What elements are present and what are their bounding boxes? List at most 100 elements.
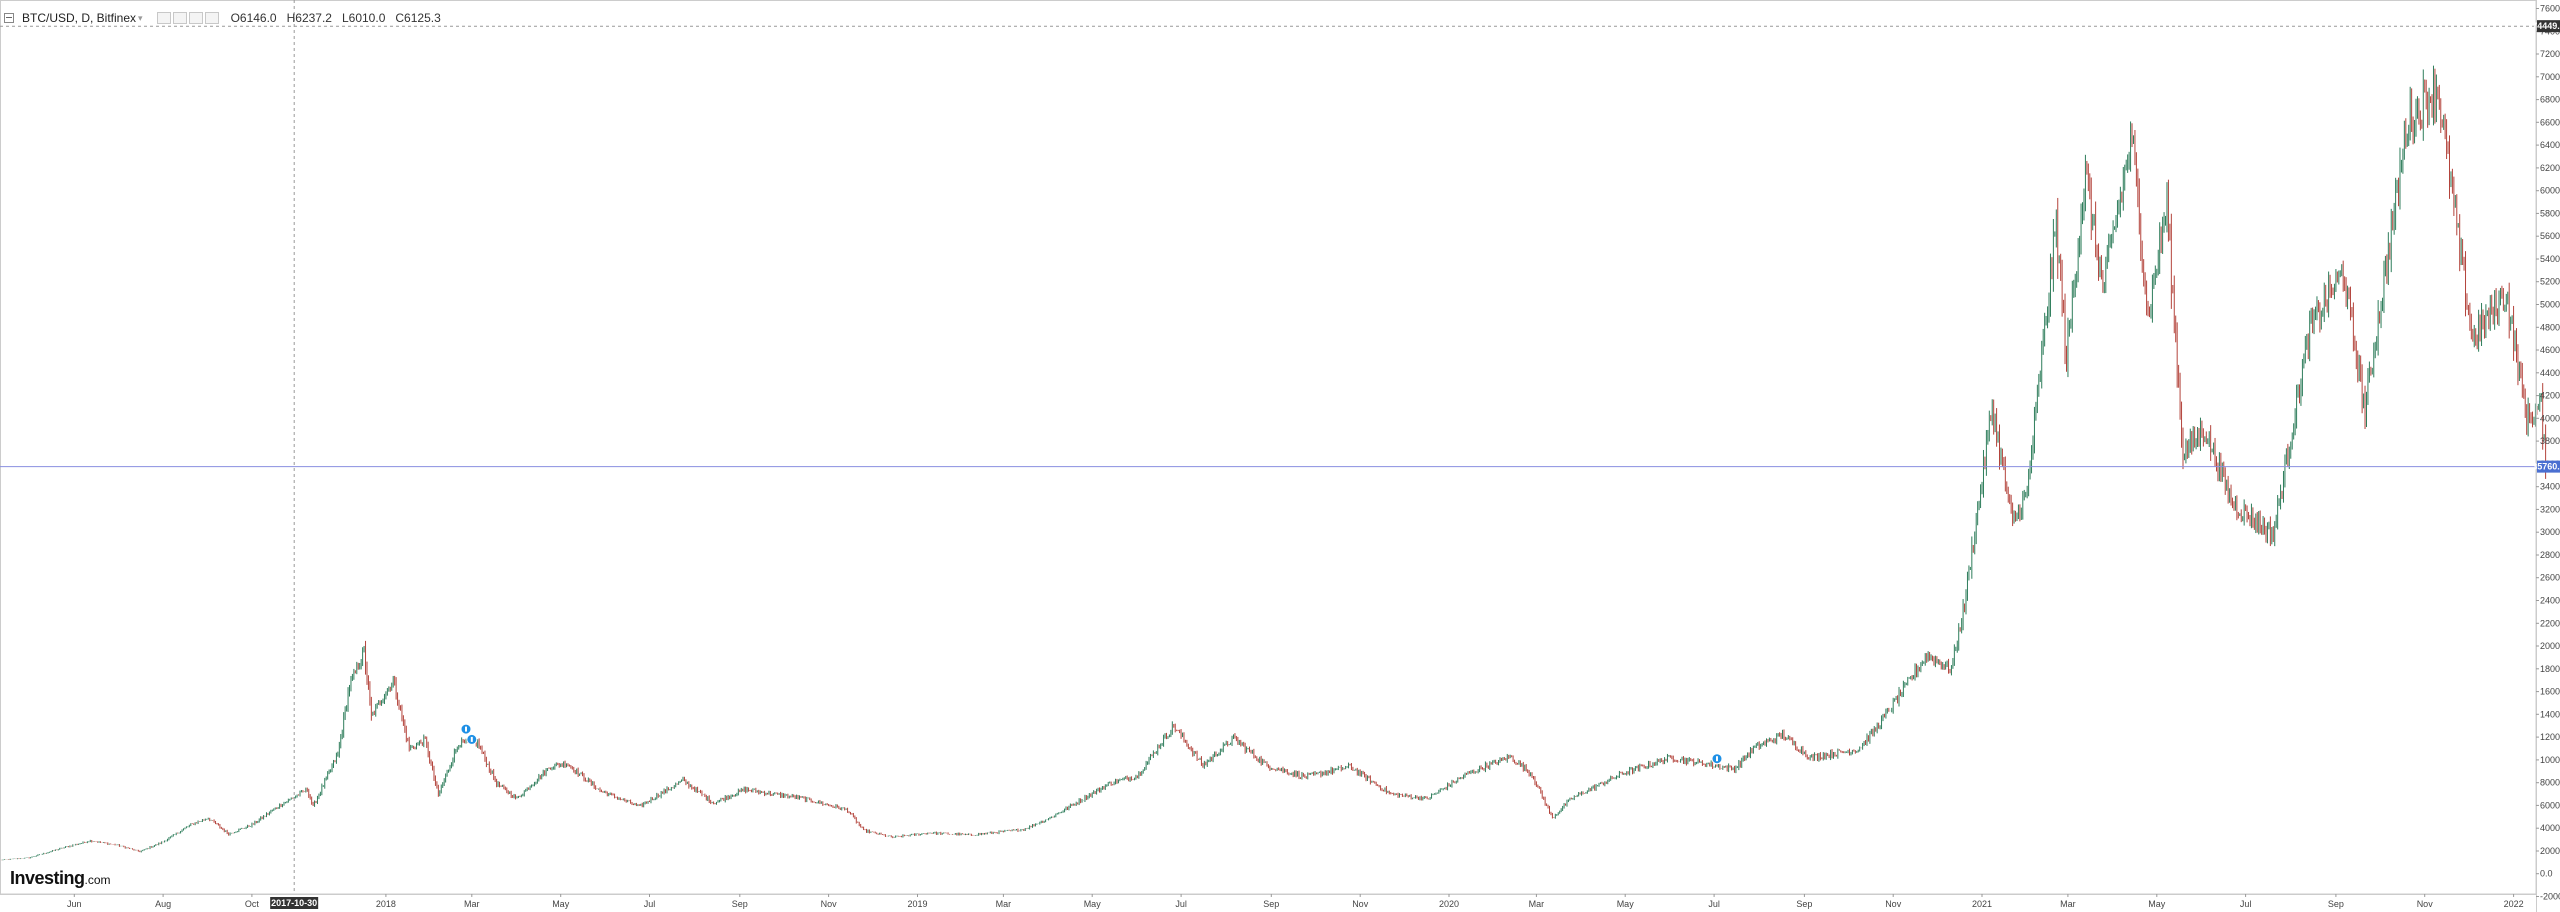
more-button[interactable]	[204, 12, 219, 24]
crosshair-date-tag-bg	[270, 897, 319, 909]
crosshair-price-tag-bg	[2537, 20, 2560, 33]
time-tick-label: Oct	[245, 899, 260, 909]
time-tick-label: 2021	[1972, 899, 1992, 909]
reference-lines-layer	[0, 0, 2537, 895]
time-tick-label: 2020	[1439, 899, 1459, 909]
logo-tld: .com	[84, 873, 111, 887]
crosshair-price-tag: 74449.0	[2532, 20, 2560, 33]
candles-layer	[0, 65, 2547, 861]
logo-brand: Investing	[10, 868, 85, 888]
price-tick-label: 68000.0	[2540, 95, 2560, 105]
time-tick-label: Jul	[644, 899, 656, 909]
price-tick-label: 24000.0	[2540, 596, 2560, 606]
ohlc-values: O6146.0 H6237.2 L6010.0 C6125.3	[231, 11, 441, 25]
time-tick-label: 2018	[376, 899, 396, 909]
time-tick-label: Mar	[1529, 899, 1545, 909]
time-tick-label: May	[1084, 899, 1102, 909]
price-tick-label: 6000.0	[2540, 800, 2560, 810]
crosshair-price-tag-text: 74449.0	[2532, 21, 2560, 31]
price-tick-label: 62000.0	[2540, 163, 2560, 173]
open-value: O6146.0	[230, 11, 277, 25]
time-tick-label: Nov	[1885, 899, 1902, 909]
remove-button[interactable]	[188, 12, 203, 24]
eye-toggle-button[interactable]	[156, 12, 171, 24]
price-tick-label: 44000.0	[2540, 368, 2560, 378]
price-tick-label: -2000.0	[2540, 892, 2560, 902]
price-tick-label: 52000.0	[2540, 277, 2560, 287]
time-tick-label: May	[1617, 899, 1635, 909]
price-tick-label: 16000.0	[2540, 687, 2560, 697]
time-tick-label: May	[2148, 899, 2166, 909]
time-tick-label: Mar	[464, 899, 480, 909]
time-tick-label: Sep	[2328, 899, 2344, 909]
time-tick-label: Jul	[2240, 899, 2252, 909]
price-tick-label: 56000.0	[2540, 231, 2560, 241]
pin-icon[interactable]	[460, 723, 472, 735]
time-tick-label: Sep	[732, 899, 748, 909]
price-axis[interactable]: 76000.074000.072000.070000.068000.066000…	[2536, 0, 2560, 912]
time-tick-label: Nov	[821, 899, 838, 909]
price-tick-label: 34000.0	[2540, 482, 2560, 492]
price-tick-label: 64000.0	[2540, 140, 2560, 150]
time-tick-label: Nov	[2417, 899, 2434, 909]
event-markers-layer[interactable]	[460, 723, 1723, 765]
pin-icon[interactable]	[1711, 753, 1723, 765]
price-tick-label: 26000.0	[2540, 573, 2560, 583]
time-axis[interactable]: Jun Aug Oct 2018 Mar May Jul Sep Nov 2019 Mar May Ju…	[0, 894, 2536, 909]
price-tick-label: 12000.0	[2540, 732, 2560, 742]
price-tick-label: 38000.0	[2540, 436, 2560, 446]
time-tick-label: Jul	[1708, 899, 1720, 909]
price-tick-label: 32000.0	[2540, 504, 2560, 514]
time-tick-label: Sep	[1796, 899, 1812, 909]
price-tick-label: 50000.0	[2540, 300, 2560, 310]
price-tick-label: 60000.0	[2540, 186, 2560, 196]
time-tick-label: Jun	[67, 899, 82, 909]
time-tick-label: Jul	[1175, 899, 1187, 909]
high-value: H6237.2	[286, 11, 332, 25]
price-tick-label: 58000.0	[2540, 208, 2560, 218]
axis-tags-layer: 74449.0 35760.0 2017-10-30	[270, 20, 2560, 909]
investing-logo: Investing .com	[10, 868, 111, 889]
time-tick-label: 2022	[2504, 899, 2524, 909]
price-tick-label: 72000.0	[2540, 49, 2560, 59]
price-tick-label: 10000.0	[2540, 755, 2560, 765]
price-tick-label: 22000.0	[2540, 618, 2560, 628]
time-tick-label: Nov	[1352, 899, 1369, 909]
price-tick-label: 70000.0	[2540, 72, 2560, 82]
price-tick-label: 40000.0	[2540, 413, 2560, 423]
price-tick-label: 42000.0	[2540, 391, 2560, 401]
time-tick-label: Mar	[996, 899, 1012, 909]
price-tick-label: 0.0	[2540, 869, 2553, 879]
time-tick-label: May	[552, 899, 570, 909]
pin-icon-glyph	[1716, 756, 1718, 762]
chart-legend: BTC/USD, D, Bitfinex ▾ O6146.0 H6237.2 L…	[4, 9, 441, 27]
last-price-tag-bg	[2537, 460, 2560, 473]
pin-icon[interactable]	[466, 733, 478, 745]
pin-icon-glyph	[470, 736, 473, 742]
collapse-legend-icon[interactable]	[4, 13, 14, 23]
close-value: C6125.3	[395, 11, 441, 25]
price-tick-label: 30000.0	[2540, 527, 2560, 537]
price-tick-label: 18000.0	[2540, 664, 2560, 674]
time-tick-label: Sep	[1263, 899, 1279, 909]
chevron-down-icon[interactable]: ▾	[138, 12, 143, 23]
price-tick-label: 54000.0	[2540, 254, 2560, 264]
price-tick-label: 76000.0	[2540, 4, 2560, 14]
time-tick-label: 2019	[907, 899, 927, 909]
price-tick-label: 14000.0	[2540, 709, 2560, 719]
symbol-label[interactable]: BTC/USD, D, Bitfinex	[22, 11, 137, 25]
low-value: L6010.0	[341, 11, 386, 25]
crosshair-date-tag-text: 2017-10-30	[271, 898, 317, 908]
price-tick-label: 8000.0	[2540, 778, 2560, 788]
price-tick-label: 4000.0	[2540, 823, 2560, 833]
price-tick-label: 66000.0	[2540, 117, 2560, 127]
settings-button[interactable]	[172, 12, 187, 24]
price-tick-label: 2000.0	[2540, 846, 2560, 856]
legend-buttons	[156, 12, 219, 24]
plot-border	[0, 0, 2537, 895]
last-price-tag-text: 35760.0	[2532, 462, 2560, 472]
time-tick-label: Mar	[2060, 899, 2076, 909]
